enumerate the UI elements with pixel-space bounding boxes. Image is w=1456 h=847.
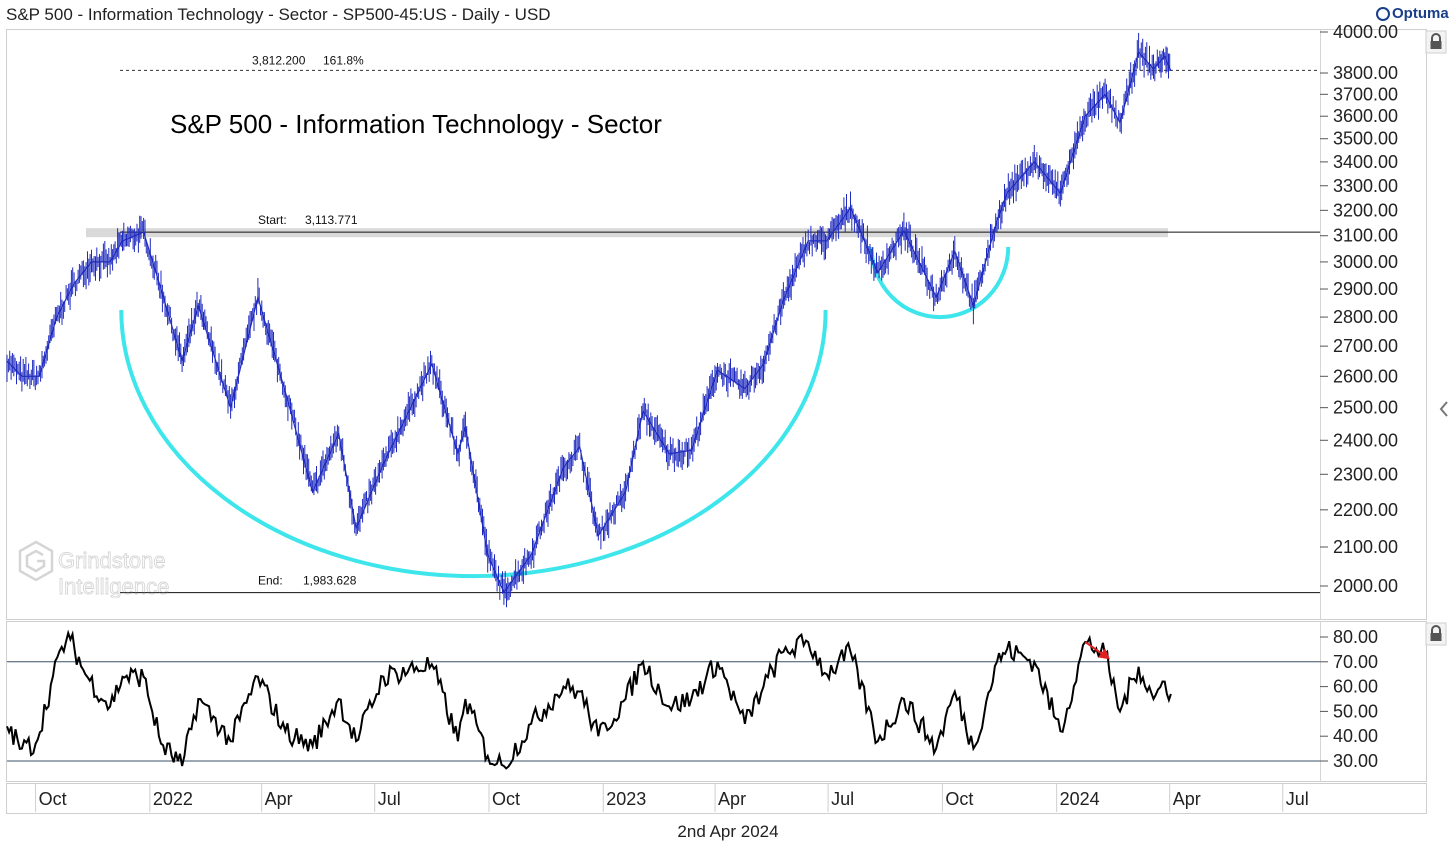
- price-axis-label: 2300.00: [1333, 464, 1398, 484]
- lock-icon[interactable]: [1425, 30, 1447, 54]
- grindstone-logo-icon: [18, 540, 54, 582]
- time-axis-label: 2023: [606, 789, 646, 809]
- price-axis-label: 2000.00: [1333, 576, 1398, 596]
- price-axis-label: 3000.00: [1333, 252, 1398, 272]
- large-cup-arc: [119, 309, 828, 579]
- watermark-line1: Grindstone: [58, 548, 166, 573]
- end-level-label: End:: [258, 574, 283, 588]
- rsi-axis-label: 40.00: [1333, 726, 1378, 746]
- price-axis-label: 3700.00: [1333, 84, 1398, 104]
- time-axis-label: 2022: [153, 789, 193, 809]
- price-axis-label: 2700.00: [1333, 336, 1398, 356]
- time-axis-label: Jul: [831, 789, 854, 809]
- chevron-left-icon[interactable]: [1439, 401, 1448, 417]
- footer-date: 2nd Apr 2024: [677, 822, 779, 841]
- price-panel-frame: [6, 29, 1427, 620]
- start-level-value: 3,113.771: [305, 213, 358, 227]
- rsi-layer: 80.00 70.00 60.00 50.00 40.00 30.00: [6, 627, 1378, 771]
- chart-title: S&P 500 - Information Technology - Secto…: [170, 109, 662, 139]
- brand-name: Optuma: [1392, 5, 1449, 22]
- price-axis-label: 3800.00: [1333, 63, 1398, 83]
- time-axis-label: Apr: [265, 789, 293, 809]
- price-axis-label: 4000.00: [1333, 22, 1398, 42]
- chart-header-title: S&P 500 - Information Technology - Secto…: [6, 5, 551, 24]
- price-axis-label: 3100.00: [1333, 226, 1398, 246]
- price-axis-label: 3500.00: [1333, 129, 1398, 149]
- rsi-panel-frame: [6, 621, 1427, 782]
- price-axis-label: 2400.00: [1333, 430, 1398, 450]
- end-level-value: 1,983.628: [303, 574, 357, 588]
- rsi-axis-label: 80.00: [1333, 627, 1378, 647]
- optuma-logo-icon: [1376, 7, 1390, 21]
- price-axis-label: 3400.00: [1333, 152, 1398, 172]
- start-level-label: Start:: [258, 213, 287, 227]
- lock-icon[interactable]: [1425, 622, 1447, 646]
- price-axis-label: 3200.00: [1333, 200, 1398, 220]
- price-close-line: [6, 50, 1172, 594]
- grindstone-watermark: Grindstone Intelligence: [18, 540, 170, 598]
- rsi-axis-label: 30.00: [1333, 751, 1378, 771]
- time-axis: Oct 2022 Apr Jul Oct 2023 Apr Jul Oct 2024 Apr Jul: [35, 784, 1309, 812]
- price-axis-label: 2200.00: [1333, 500, 1398, 520]
- time-axis-label: 2024: [1060, 789, 1100, 809]
- price-axis-label: 2800.00: [1333, 307, 1398, 327]
- rsi-axis-label: 70.00: [1333, 652, 1378, 672]
- time-axis-label: Oct: [945, 789, 973, 809]
- price-axis-label: 3300.00: [1333, 176, 1398, 196]
- rsi-axis-label: 50.00: [1333, 701, 1378, 721]
- time-axis-label: Oct: [39, 789, 67, 809]
- brand-logo: Optuma: [1376, 5, 1449, 22]
- price-axis-label: 2900.00: [1333, 279, 1398, 299]
- price-axis-label: 2100.00: [1333, 537, 1398, 557]
- time-axis-label: Jul: [1286, 789, 1309, 809]
- rsi-line: [6, 629, 1172, 770]
- time-axis-label: Apr: [718, 789, 746, 809]
- extension-percent-label: 161.8%: [323, 53, 364, 67]
- price-axis-label: 3600.00: [1333, 106, 1398, 126]
- extension-value-label: 3,812.200: [252, 53, 306, 67]
- time-axis-label: Oct: [492, 789, 520, 809]
- rsi-axis-label: 60.00: [1333, 677, 1378, 697]
- watermark-line2: Intelligence: [58, 574, 169, 598]
- price-axis-label: 2600.00: [1333, 366, 1398, 386]
- price-axis-label: 2500.00: [1333, 398, 1398, 418]
- divergence-arrow-head: [1098, 648, 1111, 660]
- time-axis-label: Jul: [378, 789, 401, 809]
- time-axis-label: Apr: [1173, 789, 1201, 809]
- time-axis-frame: [6, 783, 1427, 814]
- divergence-arrow-shaft: [1084, 641, 1105, 657]
